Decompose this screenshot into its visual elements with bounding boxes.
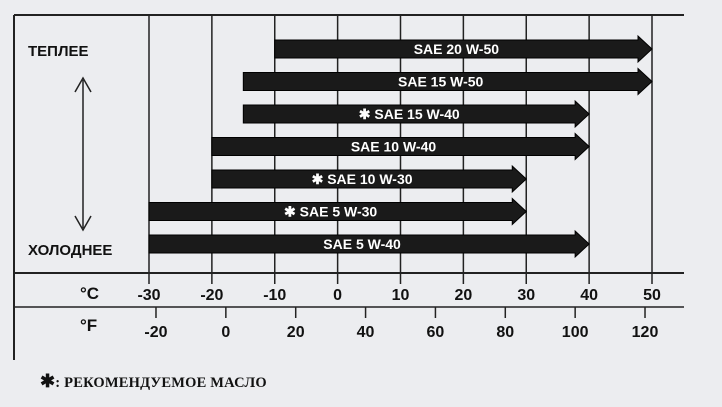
oil-range-bars: SAE 20 W-50 SAE 15 W-50 ✱ SAE 15 W-40 SAE 1… xyxy=(148,34,653,259)
up-down-arrow-icon xyxy=(74,76,92,232)
celsius-tick-label: 20 xyxy=(454,287,472,304)
fahrenheit-tick-label: -20 xyxy=(144,324,167,341)
oil-grade-label: SAE 20 W-50 xyxy=(414,41,500,57)
footnote: ✱: РЕКОМЕНДУЕМОЕ МАСЛО xyxy=(40,371,267,392)
fahrenheit-tick-label: 20 xyxy=(287,324,305,341)
celsius-tick-label: 50 xyxy=(643,287,661,304)
oil-grade-label: SAE 5 W-40 xyxy=(323,236,401,252)
recommended-star-icon: ✱ xyxy=(40,371,56,391)
fahrenheit-unit-label: °F xyxy=(80,316,97,335)
warmer-label: ТЕПЛЕЕ xyxy=(28,43,88,60)
celsius-tick-label: -10 xyxy=(263,287,286,304)
fahrenheit-tick-label: 80 xyxy=(496,324,514,341)
axis-ticks: -30 -20 -10 0 10 20 30 40 50 -20 0 20 40 60 80 100 120 xyxy=(137,287,661,341)
oil-range-bar xyxy=(242,99,590,129)
celsius-tick-label: 0 xyxy=(333,287,342,304)
fahrenheit-tick-label: 120 xyxy=(632,324,659,341)
fahrenheit-tick-label: 100 xyxy=(562,324,589,341)
celsius-unit-label: °C xyxy=(80,284,99,303)
oil-range-bar xyxy=(148,229,590,259)
oil-range-bar xyxy=(242,67,653,96)
oil-range-bar xyxy=(274,34,653,64)
celsius-tick-label: -30 xyxy=(137,287,160,304)
celsius-tick-label: -20 xyxy=(200,287,223,304)
celsius-tick-label: 40 xyxy=(580,287,598,304)
fahrenheit-tick-label: 0 xyxy=(221,324,230,341)
fahrenheit-tick-label: 60 xyxy=(427,324,445,341)
oil-range-bar xyxy=(211,132,590,161)
footnote-text: : РЕКОМЕНДУЕМОЕ МАСЛО xyxy=(55,375,267,391)
celsius-tick-label: 10 xyxy=(392,287,410,304)
oil-grade-label: SAE 10 W-40 xyxy=(351,139,437,155)
oil-grade-label: ✱ SAE 15 W-40 xyxy=(359,106,460,122)
celsius-tick-label: 30 xyxy=(517,287,535,304)
colder-label: ХОЛОДНЕЕ xyxy=(28,242,112,259)
chart-frame xyxy=(13,14,684,360)
oil-range-bar xyxy=(211,164,527,194)
fahrenheit-tick-label: 40 xyxy=(357,324,375,341)
oil-range-bar xyxy=(148,197,527,226)
oil-grade-label: ✱ SAE 5 W-30 xyxy=(284,204,377,220)
oil-grade-label: ✱ SAE 10 W-30 xyxy=(312,171,413,187)
oil-grade-label: SAE 15 W-50 xyxy=(398,74,484,90)
